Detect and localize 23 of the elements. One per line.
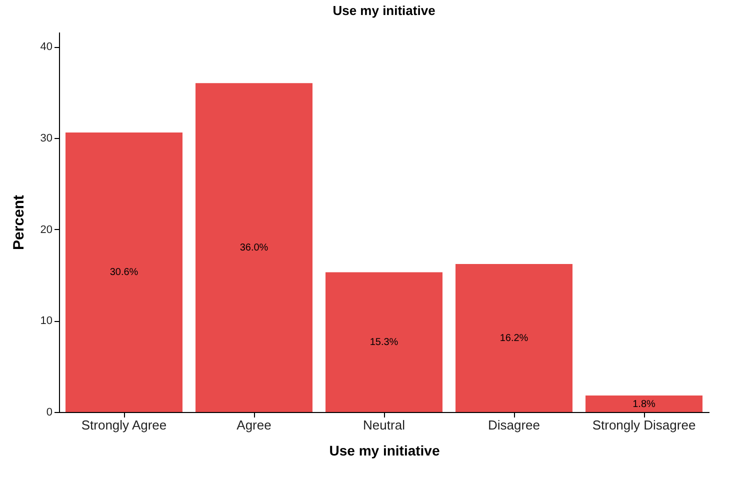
y-tick-label: 20 bbox=[40, 224, 52, 236]
bar bbox=[456, 264, 572, 412]
y-tick-label: 0 bbox=[46, 406, 52, 418]
x-tick-label: Strongly Agree bbox=[81, 418, 167, 432]
data-label: 16.2% bbox=[500, 333, 528, 344]
bar bbox=[326, 272, 442, 412]
bar bbox=[196, 83, 312, 412]
data-label: 30.6% bbox=[110, 267, 138, 278]
x-tick-label: Agree bbox=[236, 418, 272, 432]
x-tick-label: Neutral bbox=[363, 418, 406, 432]
data-label: 36.0% bbox=[240, 242, 268, 254]
chart-title: Use my initiative bbox=[332, 3, 436, 18]
x-tick-label: Disagree bbox=[488, 418, 540, 432]
y-tick-label: 30 bbox=[40, 132, 52, 144]
bar bbox=[586, 396, 702, 412]
x-tick-label: Strongly Disagree bbox=[592, 418, 696, 432]
y-tick-label: 10 bbox=[40, 315, 52, 328]
bar bbox=[66, 132, 182, 412]
data-label: 1.8% bbox=[632, 398, 656, 410]
x-axis-title: Use my initiative bbox=[329, 442, 440, 458]
y-axis-title: Percent bbox=[10, 194, 28, 250]
data-label: 15.3% bbox=[370, 337, 398, 348]
y-tick-label: 40 bbox=[40, 41, 52, 54]
